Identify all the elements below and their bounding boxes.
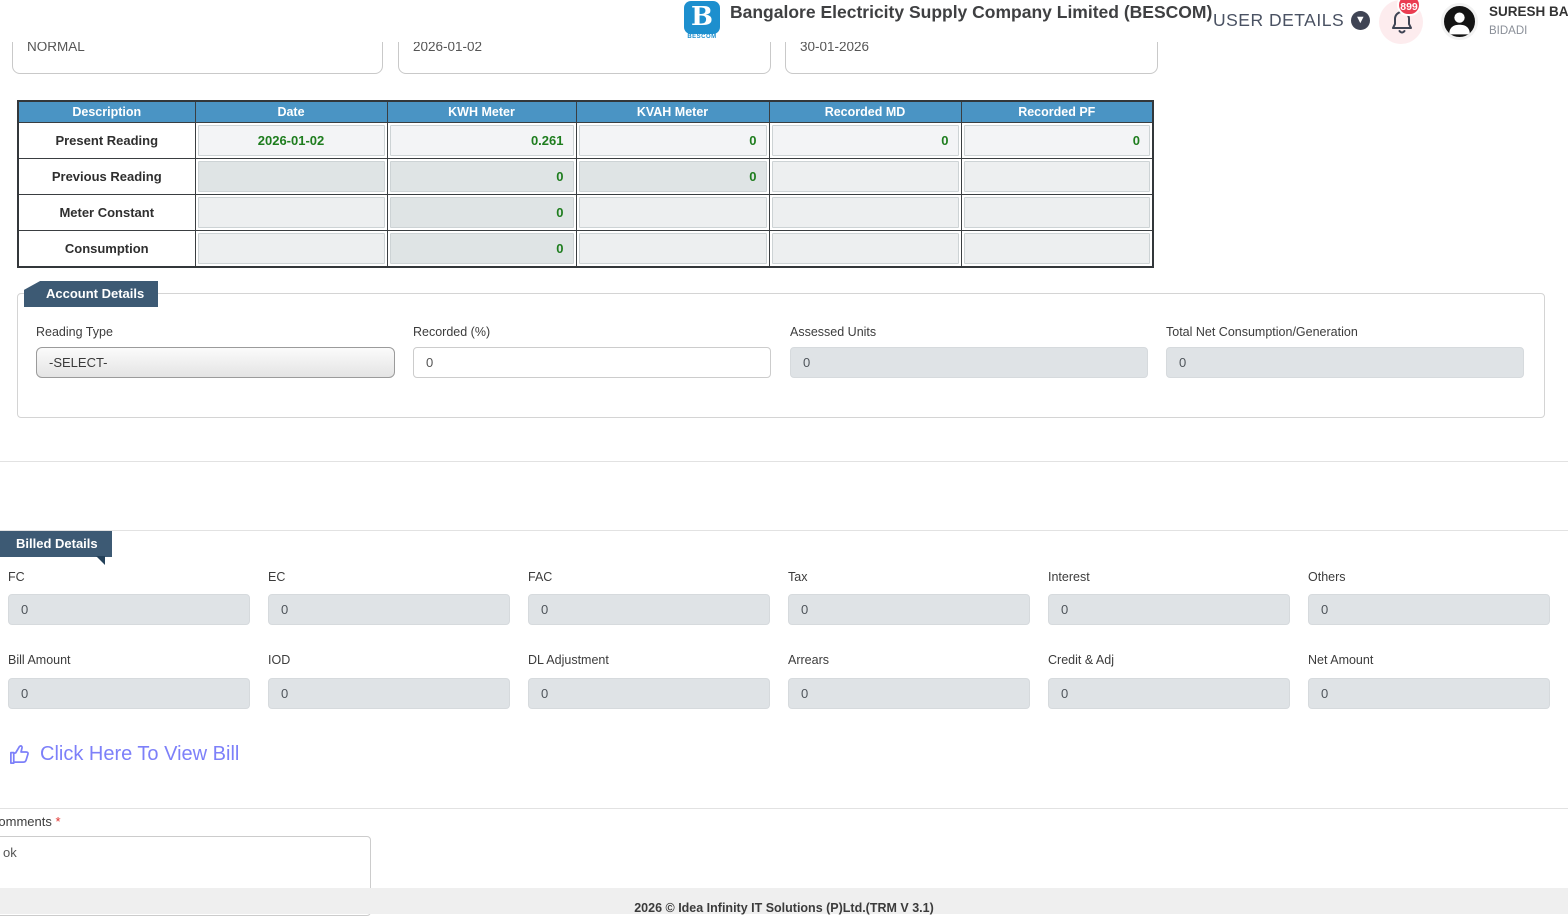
meter-readings-table: Description Date KWH Meter KVAH Meter Re… [17,100,1154,268]
fac-input: 0 [528,594,770,625]
account-details-tab: Account Details [24,281,159,307]
iod-label: IOD [268,653,291,667]
comments-label: Comments * [0,814,61,829]
assessed-units-label: Assessed Units [790,325,877,339]
row-label: Present Reading [17,121,196,159]
thumbs-up-icon [10,745,29,764]
consumption-date-cell [197,232,385,264]
row-label: Meter Constant [17,193,196,231]
col-recorded-pf: Recorded PF [960,100,1154,123]
total-net-input: 0 [1166,347,1524,378]
consumption-kwh-cell: 0 [389,232,574,264]
required-asterisk: * [55,814,61,829]
copyright-text: 2026 © Idea Infinity IT Solutions (P)Ltd… [634,901,934,915]
view-bill-link[interactable]: Click Here To View Bill [8,743,239,766]
col-description: Description [17,100,196,123]
previous-date-cell [197,160,385,192]
notifications-button[interactable]: 899 [1379,0,1425,46]
dl-adjustment-label: DL Adjustment [528,653,609,667]
bill-amount-label: Bill Amount [8,653,71,667]
consumption-kvah-cell [578,232,767,264]
net-amount-label: Net Amount [1308,653,1374,667]
recorded-pct-input[interactable]: 0 [413,347,771,378]
reading-type-select[interactable]: -SELECT- [36,347,395,378]
present-md-cell[interactable]: 0 [771,124,959,156]
fac-label: FAC [528,570,553,584]
assessed-units-input: 0 [790,347,1148,378]
interest-label: Interest [1048,570,1090,584]
net-amount-input: 0 [1308,678,1550,709]
credit-adj-label: Credit & Adj [1048,653,1115,667]
tab-fold-decoration [96,556,105,565]
previous-pf-cell [963,160,1150,192]
others-input: 0 [1308,594,1550,625]
constant-date-cell [197,196,385,228]
notification-badge: 899 [1397,0,1421,16]
app-header: B BESCOM Bangalore Electricity Supply Co… [0,0,1568,44]
bescom-logo: B BESCOM [684,1,720,41]
fc-input: 0 [8,594,250,625]
bescom-logo-icon: B [684,1,720,34]
iod-input: 0 [268,678,510,709]
tax-input: 0 [788,594,1030,625]
present-pf-cell[interactable]: 0 [963,124,1150,156]
table-row: Consumption 0 [17,229,1154,267]
previous-kwh-cell: 0 [389,160,574,192]
others-label: Others [1308,570,1346,584]
present-date-cell[interactable]: 2026-01-02 [197,124,385,156]
user-location: BIDADI [1489,25,1528,37]
billed-details-tab: Billed Details [0,531,112,557]
consumption-md-cell [771,232,959,264]
col-kwh-meter: KWH Meter [386,100,577,123]
ec-input: 0 [268,594,510,625]
col-date: Date [194,100,388,123]
reading-type-label: Reading Type [36,325,113,339]
constant-kwh-cell: 0 [389,196,574,228]
person-icon [1449,12,1470,35]
consumption-pf-cell [963,232,1150,264]
row-label: Previous Reading [17,157,196,195]
table-header-row: Description Date KWH Meter KVAH Meter Re… [17,100,1154,123]
row-label: Consumption [17,229,196,267]
constant-kvah-cell [578,196,767,228]
ec-label: EC [268,570,286,584]
account-details-panel: Reading Type -SELECT- Recorded (%) 0 Ass… [17,293,1545,418]
recorded-pct-label: Recorded (%) [413,325,491,339]
chevron-down-icon: ▼ [1351,11,1371,30]
fc-label: FC [8,570,25,584]
tax-label: Tax [788,570,808,584]
divider [0,530,1568,531]
user-details-menu[interactable]: USER DETAILS ▼ [1213,10,1371,31]
arrears-input: 0 [788,678,1030,709]
user-avatar[interactable] [1441,3,1478,40]
constant-md-cell [771,196,959,228]
credit-adj-input: 0 [1048,678,1290,709]
present-kwh-cell[interactable]: 0.261 [389,124,574,156]
present-kvah-cell[interactable]: 0 [578,124,767,156]
total-net-label: Total Net Consumption/Generation [1166,325,1358,339]
table-row: Present Reading 2026-01-02 0.261 0 0 0 [17,121,1154,159]
constant-pf-cell [963,196,1150,228]
bill-amount-input: 0 [8,678,250,709]
divider [0,461,1568,462]
page-footer: 2026 © Idea Infinity IT Solutions (P)Ltd… [0,888,1568,915]
table-row: Previous Reading 0 0 [17,157,1154,195]
previous-kvah-cell: 0 [578,160,767,192]
divider [0,808,1568,809]
arrears-label: Arrears [788,653,829,667]
dl-adjustment-input: 0 [528,678,770,709]
table-row: Meter Constant 0 [17,193,1154,231]
col-kvah-meter: KVAH Meter [575,100,770,123]
user-name: SURESH BA [1489,4,1568,19]
previous-md-cell [771,160,959,192]
interest-input: 0 [1048,594,1290,625]
col-recorded-md: Recorded MD [768,100,962,123]
page-title: Bangalore Electricity Supply Company Lim… [730,2,1213,22]
